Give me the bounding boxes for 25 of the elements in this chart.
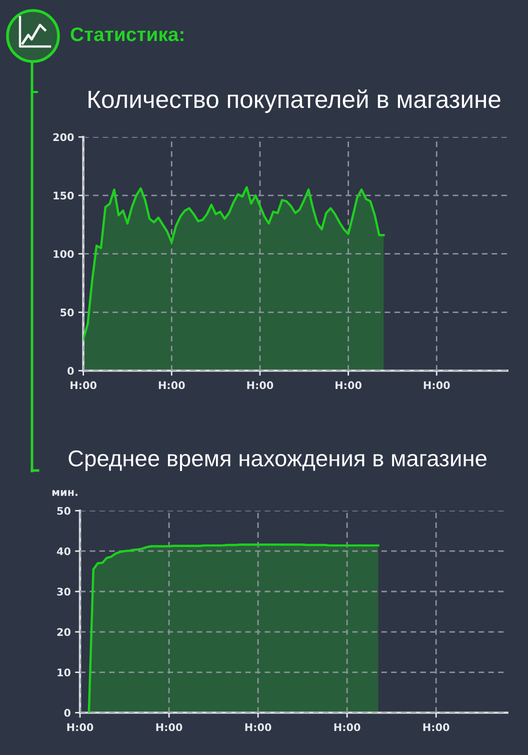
y-tick-label: 10	[58, 668, 70, 676]
y-axis-title: мин.	[52, 490, 78, 496]
y-tick-label: 200	[53, 133, 74, 142]
y-tick-label: 50	[60, 308, 74, 316]
x-tick-label: H:00	[424, 381, 450, 390]
chart-title: Среднее время нахождения в магазине	[68, 450, 486, 471]
x-tick-label: H:00	[67, 723, 94, 732]
x-tick-label: H:00	[245, 723, 272, 732]
chart-title: Количество покупателей в магазине	[88, 89, 500, 113]
text: Статистика:	[70, 27, 184, 42]
y-tick-label: 0	[64, 708, 70, 717]
x-tick-label: H:00	[158, 381, 185, 390]
x-tick-label: H:00	[336, 381, 362, 390]
y-tick-label: 40	[56, 547, 70, 556]
x-tick-label: H:00	[70, 381, 96, 390]
y-tick-label: 100	[54, 250, 74, 258]
y-tick-label: 150	[54, 192, 74, 200]
x-tick-label: H:00	[423, 723, 450, 732]
y-tick-label: 30	[57, 588, 70, 596]
x-tick-label: H:00	[247, 381, 274, 390]
y-tick-label: 20	[57, 628, 70, 636]
x-tick-label: H:00	[156, 723, 182, 732]
x-tick-label: H:00	[334, 723, 360, 732]
y-tick-label: 0	[68, 366, 74, 375]
y-tick-label: 50	[57, 506, 70, 515]
